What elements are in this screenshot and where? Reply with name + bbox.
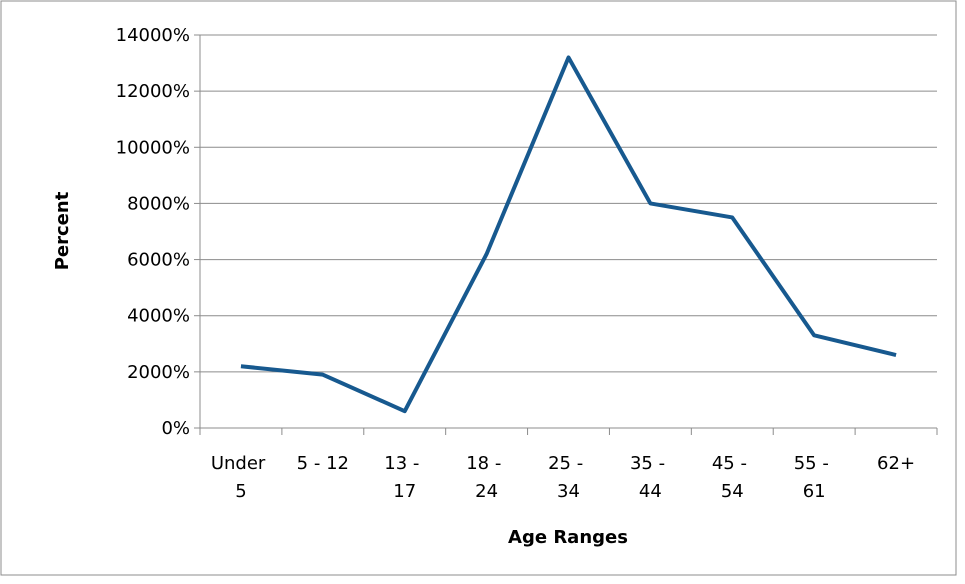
y-axis-title: Percent <box>52 191 73 270</box>
y-tick-label: 14000% <box>116 25 190 46</box>
x-tick-label: 5 - 12 <box>297 453 349 474</box>
chart-border <box>0 0 957 576</box>
x-tick-label: Under 5 <box>211 453 271 502</box>
y-tick-label: 8000% <box>127 193 190 214</box>
y-tick-label: 12000% <box>116 81 190 102</box>
y-tick-label: 4000% <box>127 306 190 327</box>
y-tick-label: 2000% <box>127 362 190 383</box>
series-line <box>240 55 897 414</box>
x-tick-label: 45 - 54 <box>712 453 753 502</box>
x-tick-label: 55 - 61 <box>794 453 835 502</box>
x-axis-title: Age Ranges <box>508 527 628 548</box>
x-tick-label: 13 - 17 <box>384 453 425 502</box>
y-tick-label: 0% <box>161 418 190 439</box>
y-tick-label: 6000% <box>127 250 190 271</box>
x-tick-label: 25 - 34 <box>548 453 589 502</box>
y-tick-label: 10000% <box>116 137 190 158</box>
x-tick-label: 62+ <box>877 453 915 474</box>
x-tick-label: 18 - 24 <box>466 453 507 502</box>
x-tick-label: 35 - 44 <box>630 453 671 502</box>
